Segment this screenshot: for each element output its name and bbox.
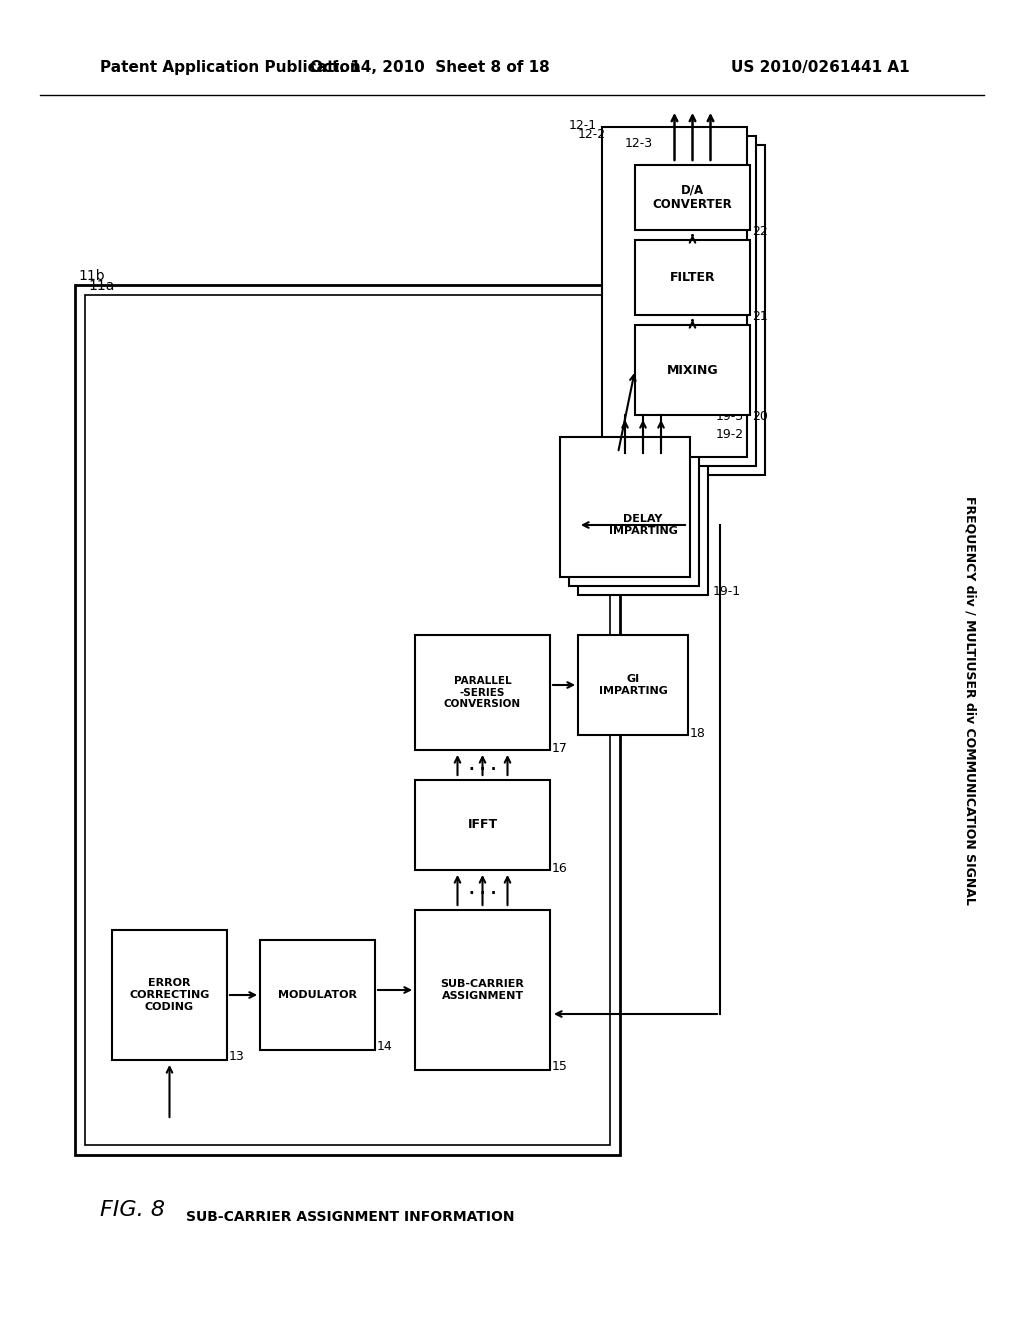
- Bar: [611, 136, 756, 466]
- Text: FILTER: FILTER: [670, 271, 716, 284]
- Bar: [112, 931, 227, 1060]
- Text: . . .: . . .: [469, 758, 497, 772]
- Text: SUB-CARRIER ASSIGNMENT INFORMATION: SUB-CARRIER ASSIGNMENT INFORMATION: [185, 1210, 514, 1224]
- Text: 17: 17: [552, 742, 568, 755]
- Bar: [260, 940, 375, 1049]
- Text: Oct. 14, 2010  Sheet 8 of 18: Oct. 14, 2010 Sheet 8 of 18: [310, 59, 550, 75]
- Text: GI
IMPARTING: GI IMPARTING: [599, 675, 668, 696]
- Text: 11a: 11a: [88, 279, 115, 293]
- Bar: [635, 325, 750, 414]
- Text: 12-1: 12-1: [569, 119, 597, 132]
- Bar: [569, 446, 699, 586]
- Bar: [602, 127, 746, 457]
- Text: 13: 13: [229, 1049, 245, 1063]
- Text: 11b: 11b: [78, 269, 104, 282]
- Text: 19-1: 19-1: [713, 585, 741, 598]
- Bar: [620, 145, 765, 475]
- Text: 16: 16: [552, 862, 567, 875]
- Text: 22: 22: [752, 224, 768, 238]
- Text: . . .: . . .: [469, 883, 497, 898]
- Text: 18: 18: [690, 727, 706, 741]
- Text: PARALLEL
-SERIES
CONVERSION: PARALLEL -SERIES CONVERSION: [444, 676, 521, 709]
- Text: Patent Application Publication: Patent Application Publication: [100, 59, 360, 75]
- Text: 19-2: 19-2: [716, 429, 744, 441]
- Bar: [415, 909, 550, 1071]
- Bar: [635, 165, 750, 230]
- Text: 20: 20: [752, 411, 768, 422]
- Text: SUB-CARRIER
ASSIGNMENT: SUB-CARRIER ASSIGNMENT: [440, 979, 524, 1001]
- Text: DELAY
IMPARTING: DELAY IMPARTING: [608, 515, 678, 536]
- Bar: [578, 455, 708, 595]
- Text: 14: 14: [377, 1040, 393, 1053]
- Bar: [85, 294, 610, 1144]
- Text: ERROR
CORRECTING
CODING: ERROR CORRECTING CODING: [129, 978, 210, 1011]
- Text: FIG. 8: FIG. 8: [100, 1200, 165, 1220]
- Text: 12-2: 12-2: [578, 128, 606, 141]
- Text: IFFT: IFFT: [467, 818, 498, 832]
- Text: 19-3: 19-3: [716, 411, 744, 424]
- Text: FREQUENCY div / MULTIUSER div COMMUNICATION SIGNAL: FREQUENCY div / MULTIUSER div COMMUNICAT…: [964, 495, 977, 904]
- Bar: [560, 437, 690, 577]
- Text: 12-3: 12-3: [625, 137, 653, 150]
- Bar: [75, 285, 620, 1155]
- Text: US 2010/0261441 A1: US 2010/0261441 A1: [731, 59, 909, 75]
- Bar: [415, 635, 550, 750]
- Text: 21: 21: [752, 310, 768, 323]
- Text: 15: 15: [552, 1060, 568, 1073]
- Text: MODULATOR: MODULATOR: [278, 990, 357, 1001]
- Bar: [635, 240, 750, 315]
- Bar: [578, 635, 688, 735]
- Text: MIXING: MIXING: [667, 363, 718, 376]
- Bar: [415, 780, 550, 870]
- Text: D/A
CONVERTER: D/A CONVERTER: [652, 183, 732, 211]
